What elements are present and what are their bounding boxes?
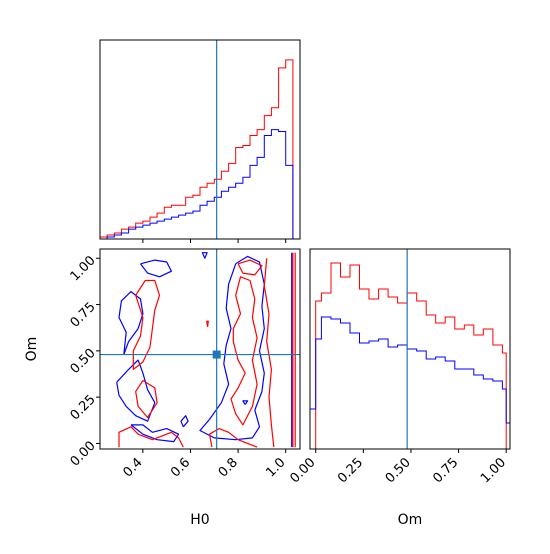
contour-x-tick-label-0: 0.4 (120, 455, 145, 480)
contour-line-6 (242, 400, 249, 405)
contour-line-5 (180, 415, 189, 428)
hist-H0-histogram-series-0 (100, 59, 300, 239)
x-axis-label-Om: Om (398, 512, 423, 528)
contour-y-tick-label-2: 0.50 (68, 346, 99, 377)
contour-line-8 (132, 279, 161, 370)
contour-truth-marker (212, 350, 221, 359)
contour-lines-group (100, 249, 300, 449)
contour-line-9 (135, 379, 158, 419)
contour-line-2 (140, 259, 172, 278)
hist-Om-histogram-series-0 (310, 262, 510, 449)
contour-panel: 0.4 0.6 0.8 1.0 0.00 0.25 0.50 0.75 1.00 (68, 248, 301, 480)
contour-line-13 (208, 428, 258, 448)
hist-Om-series-group (310, 262, 510, 449)
contour-y-tick-label-1: 0.25 (68, 392, 99, 423)
contour-line-3 (130, 424, 180, 443)
contour-line-0 (118, 291, 144, 355)
contour-x-tick-label-2: 0.8 (216, 455, 241, 480)
y-axis-label-Om: Om (24, 337, 40, 362)
contour-line-1 (116, 359, 156, 422)
hist-Om-x-tick-label-0: 0.00 (287, 455, 318, 486)
hist-H0-frame (99, 39, 301, 240)
contour-line-12 (263, 258, 275, 448)
hist-Om-histogram-series-1 (310, 316, 510, 424)
hist-H0-histogram-series-1 (100, 129, 300, 239)
contour-frame (99, 248, 301, 450)
contour-line-7 (201, 252, 208, 259)
hist-Om-panel: 0.00 0.25 0.50 0.75 1.00 (287, 248, 511, 486)
hist-Om-x-tick-label-1: 0.25 (335, 455, 366, 486)
hist-Om-x-tick-label-3: 0.75 (430, 455, 461, 486)
hist-H0-series-group (100, 59, 300, 239)
contour-y-tick-label-4: 1.00 (68, 253, 99, 284)
contour-y-tick-label-3: 0.75 (68, 300, 99, 331)
hist-Om-x-tick-label-4: 1.00 (478, 455, 509, 486)
contour-line-15 (206, 320, 209, 327)
hist-Om-x-tick-label-2: 0.50 (383, 455, 414, 486)
contour-line-11 (230, 276, 258, 426)
contour-x-tick-label-3: 1.0 (263, 455, 288, 480)
contour-line-14 (237, 259, 263, 276)
hist-Om-frame (309, 248, 511, 450)
contour-x-tick-label-1: 0.6 (168, 455, 193, 480)
contour-line-10 (118, 426, 184, 448)
x-axis-label-H0: H0 (190, 512, 209, 528)
contour-y-tick-label-0: 0.00 (68, 438, 99, 469)
hist-H0-panel (99, 39, 301, 243)
contour-line-4 (199, 255, 265, 441)
